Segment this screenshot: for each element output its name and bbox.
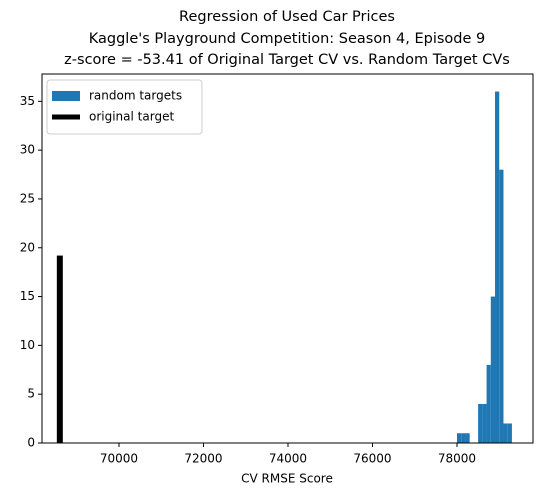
x-tick-label: 72000 bbox=[184, 452, 222, 466]
x-tick-label: 78000 bbox=[438, 452, 476, 466]
x-tick-label: 70000 bbox=[100, 452, 138, 466]
bar bbox=[495, 91, 500, 444]
bar bbox=[478, 403, 483, 443]
legend-label: original target bbox=[89, 110, 174, 124]
y-tick-label: 20 bbox=[20, 240, 35, 254]
bar bbox=[490, 296, 496, 443]
y-tick-label: 10 bbox=[20, 338, 35, 352]
bar bbox=[486, 364, 491, 443]
bar bbox=[456, 433, 462, 443]
bar bbox=[507, 423, 512, 443]
legend-swatch bbox=[52, 91, 80, 101]
vertical-line bbox=[56, 255, 63, 443]
y-tick-label: 15 bbox=[20, 289, 35, 303]
bar bbox=[503, 423, 508, 443]
y-tick-label: 5 bbox=[27, 387, 35, 401]
bar bbox=[482, 403, 487, 443]
y-tick-label: 0 bbox=[27, 436, 35, 450]
bar bbox=[499, 169, 504, 443]
y-tick-label: 25 bbox=[20, 191, 35, 205]
chart-title: z-score = -53.41 of Original Target CV v… bbox=[64, 52, 510, 68]
legend-box bbox=[46, 79, 203, 135]
bar bbox=[465, 433, 470, 443]
y-tick-label: 35 bbox=[20, 94, 35, 108]
chart-title: Kaggle's Playground Competition: Season … bbox=[89, 31, 485, 47]
bar bbox=[461, 433, 466, 443]
x-tick-label: 76000 bbox=[353, 452, 391, 466]
legend-label: random targets bbox=[89, 89, 182, 103]
y-tick-label: 30 bbox=[20, 143, 35, 157]
x-tick-label: 74000 bbox=[269, 452, 307, 466]
chart-title: Regression of Used Car Prices bbox=[179, 9, 395, 25]
x-axis-label: CV RMSE Score bbox=[241, 472, 333, 486]
